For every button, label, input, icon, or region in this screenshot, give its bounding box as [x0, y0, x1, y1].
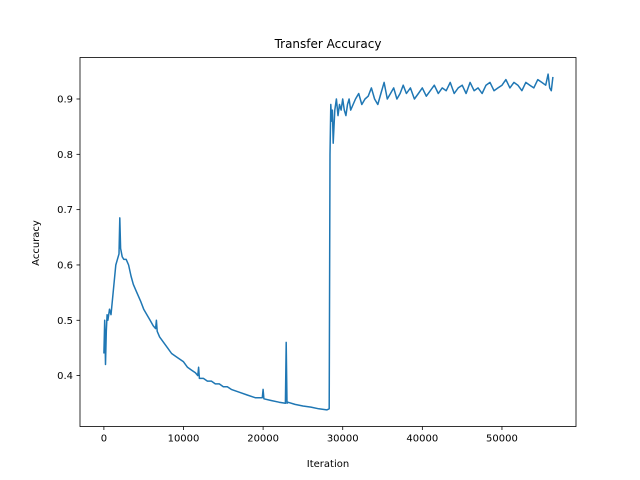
x-axis-ticks: 0 10000 20000 30000 40000 50000 [101, 426, 518, 445]
y-tick-label: 0.6 [57, 260, 73, 271]
plot-area [103, 73, 554, 411]
x-axis-label: Iteration [307, 459, 349, 470]
plot-frame [79, 57, 577, 427]
y-tick-label: 0.9 [57, 94, 73, 105]
y-tick-label: 0.7 [57, 205, 73, 216]
chart-title: Transfer Accuracy [274, 37, 382, 51]
x-tick-label: 40000 [406, 434, 438, 445]
x-tick-label: 30000 [327, 434, 359, 445]
accuracy-series-line [103, 73, 554, 411]
x-tick-label: 20000 [247, 434, 279, 445]
x-tick-label: 0 [101, 434, 107, 445]
y-axis-label: Accuracy [31, 220, 42, 266]
y-axis-ticks: 0.4 0.5 0.6 0.7 0.8 0.9 [57, 94, 80, 382]
x-tick-label: 10000 [168, 434, 200, 445]
x-tick-label: 50000 [486, 434, 518, 445]
y-tick-label: 0.4 [57, 371, 73, 382]
y-tick-label: 0.8 [57, 150, 73, 161]
y-tick-label: 0.5 [57, 316, 73, 327]
